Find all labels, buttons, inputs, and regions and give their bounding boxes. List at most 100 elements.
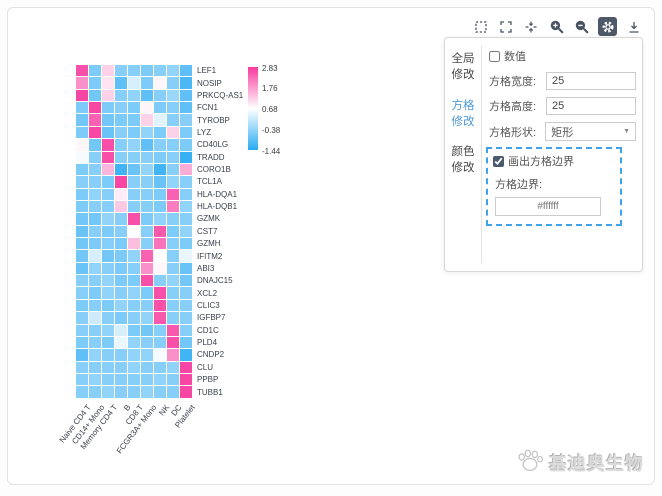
heatmap-cell[interactable] xyxy=(115,213,127,225)
heatmap-cell[interactable] xyxy=(102,299,114,312)
heatmap-cell[interactable] xyxy=(115,114,127,126)
heatmap-cell[interactable] xyxy=(128,65,140,77)
heatmap-cell[interactable] xyxy=(128,126,140,139)
heatmap-cell[interactable] xyxy=(102,213,114,225)
heatmap-cell[interactable] xyxy=(102,287,114,299)
heatmap-cell[interactable] xyxy=(141,250,153,262)
heatmap-cell[interactable] xyxy=(76,139,88,151)
heatmap-cell[interactable] xyxy=(76,188,88,200)
heatmap-cell[interactable] xyxy=(115,373,127,386)
heatmap-cell[interactable] xyxy=(141,188,153,200)
heatmap-cell[interactable] xyxy=(89,89,101,102)
heatmap-cell[interactable] xyxy=(154,312,166,324)
heatmap-cell[interactable] xyxy=(167,287,179,299)
heatmap-cell[interactable] xyxy=(167,324,179,336)
heatmap-cell[interactable] xyxy=(102,151,114,163)
heatmap-cell[interactable] xyxy=(180,373,192,386)
heatmap-cell[interactable] xyxy=(76,312,88,324)
heatmap-cell[interactable] xyxy=(102,225,114,238)
heatmap-cell[interactable] xyxy=(154,361,166,373)
heatmap-cell[interactable] xyxy=(128,77,140,89)
heatmap-cell[interactable] xyxy=(167,312,179,324)
heatmap-cell[interactable] xyxy=(167,126,179,139)
border-color-input[interactable] xyxy=(495,197,601,216)
heatmap-cell[interactable] xyxy=(154,163,166,176)
heatmap-cell[interactable] xyxy=(89,324,101,336)
heatmap-cell[interactable] xyxy=(115,89,127,102)
heatmap-cell[interactable] xyxy=(115,126,127,139)
heatmap-cell[interactable] xyxy=(154,238,166,250)
heatmap-cell[interactable] xyxy=(102,336,114,349)
heatmap-cell[interactable] xyxy=(154,89,166,102)
heatmap-cell[interactable] xyxy=(128,89,140,102)
heatmap-cell[interactable] xyxy=(89,299,101,312)
heatmap-cell[interactable] xyxy=(89,114,101,126)
cell-height-input[interactable] xyxy=(546,97,636,115)
heatmap-cell[interactable] xyxy=(167,188,179,200)
heatmap-cell[interactable] xyxy=(115,287,127,299)
heatmap-cell[interactable] xyxy=(102,139,114,151)
heatmap-cell[interactable] xyxy=(167,336,179,349)
heatmap-cell[interactable] xyxy=(154,299,166,312)
heatmap-cell[interactable] xyxy=(89,225,101,238)
heatmap-cell[interactable] xyxy=(180,312,192,324)
heatmap-cell[interactable] xyxy=(167,262,179,275)
heatmap-cell[interactable] xyxy=(89,386,101,398)
heatmap-cell[interactable] xyxy=(180,250,192,262)
heatmap-cell[interactable] xyxy=(102,188,114,200)
heatmap-cell[interactable] xyxy=(167,102,179,114)
heatmap-cell[interactable] xyxy=(180,324,192,336)
heatmap-cell[interactable] xyxy=(76,336,88,349)
heatmap-cell[interactable] xyxy=(128,176,140,188)
heatmap-cell[interactable] xyxy=(115,299,127,312)
heatmap-cell[interactable] xyxy=(115,225,127,238)
heatmap-cell[interactable] xyxy=(89,139,101,151)
heatmap-cell[interactable] xyxy=(167,275,179,287)
heatmap-cell[interactable] xyxy=(115,200,127,213)
heatmap-cell[interactable] xyxy=(76,65,88,77)
heatmap-cell[interactable] xyxy=(128,102,140,114)
heatmap-cell[interactable] xyxy=(180,139,192,151)
heatmap-cell[interactable] xyxy=(167,213,179,225)
heatmap-cell[interactable] xyxy=(141,299,153,312)
heatmap-cell[interactable] xyxy=(167,373,179,386)
heatmap-cell[interactable] xyxy=(167,225,179,238)
heatmap-cell[interactable] xyxy=(141,336,153,349)
heatmap-cell[interactable] xyxy=(89,102,101,114)
heatmap-cell[interactable] xyxy=(180,238,192,250)
heatmap-cell[interactable] xyxy=(141,262,153,275)
heatmap-cell[interactable] xyxy=(167,114,179,126)
heatmap-cell[interactable] xyxy=(141,361,153,373)
heatmap-cell[interactable] xyxy=(128,139,140,151)
heatmap-cell[interactable] xyxy=(115,361,127,373)
heatmap-cell[interactable] xyxy=(154,126,166,139)
heatmap-cell[interactable] xyxy=(76,299,88,312)
section-tab-global[interactable]: 全局 修改 xyxy=(445,51,481,83)
heatmap-cell[interactable] xyxy=(180,176,192,188)
heatmap-cell[interactable] xyxy=(154,102,166,114)
heatmap-cell[interactable] xyxy=(180,361,192,373)
heatmap-cell[interactable] xyxy=(154,151,166,163)
heatmap-cell[interactable] xyxy=(180,188,192,200)
value-checkbox[interactable] xyxy=(489,50,500,62)
heatmap-cell[interactable] xyxy=(102,275,114,287)
heatmap-cell[interactable] xyxy=(76,324,88,336)
heatmap-cell[interactable] xyxy=(102,126,114,139)
heatmap-cell[interactable] xyxy=(167,386,179,398)
heatmap-cell[interactable] xyxy=(89,336,101,349)
heatmap-cell[interactable] xyxy=(167,151,179,163)
heatmap-cell[interactable] xyxy=(180,336,192,349)
heatmap-cell[interactable] xyxy=(102,312,114,324)
heatmap-cell[interactable] xyxy=(141,139,153,151)
heatmap-cell[interactable] xyxy=(89,176,101,188)
heatmap-cell[interactable] xyxy=(115,349,127,361)
heatmap-cell[interactable] xyxy=(76,126,88,139)
heatmap-cell[interactable] xyxy=(167,176,179,188)
heatmap-cell[interactable] xyxy=(128,188,140,200)
heatmap-cell[interactable] xyxy=(167,361,179,373)
heatmap-cell[interactable] xyxy=(115,262,127,275)
heatmap-cell[interactable] xyxy=(115,102,127,114)
heatmap-cell[interactable] xyxy=(115,163,127,176)
heatmap-cell[interactable] xyxy=(154,250,166,262)
heatmap-cell[interactable] xyxy=(128,238,140,250)
